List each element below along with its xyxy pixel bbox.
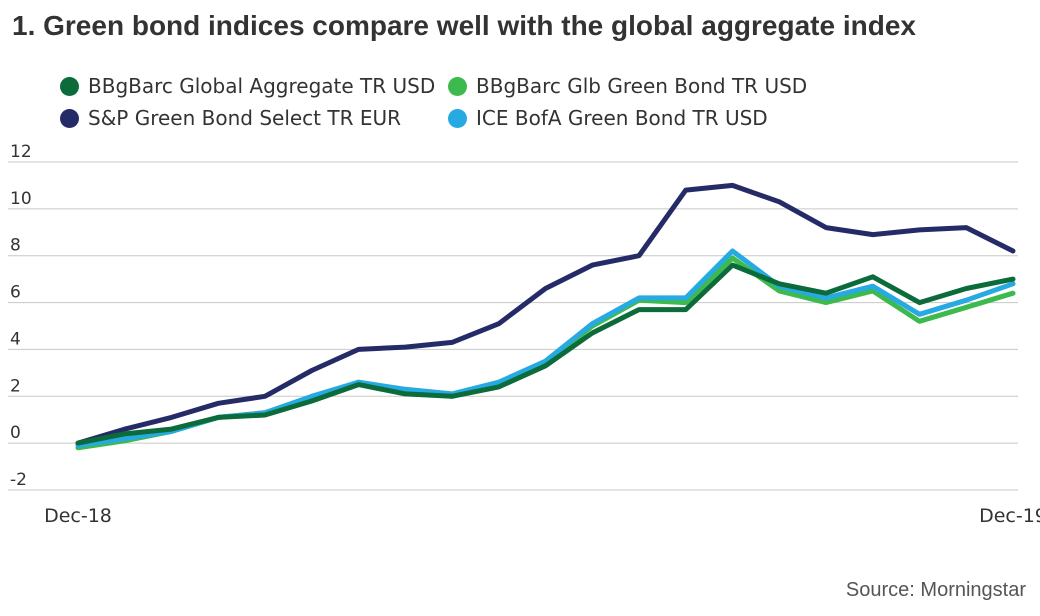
legend-item-global-aggregate: BBgBarc Global Aggregate TR USD: [60, 74, 448, 98]
x-tick-label: Dec-19: [979, 505, 1040, 527]
x-axis-ticks: Dec-18 Dec-19: [44, 505, 1040, 527]
y-tick-label: 4: [10, 329, 21, 349]
chart-title: 1. Green bond indices compare well with …: [12, 10, 916, 41]
source-note: Source: Morningstar: [845, 579, 1026, 601]
legend-swatch-global-aggregate: [60, 76, 79, 96]
chart-legend: BBgBarc Global Aggregate TR USD BBgBarc …: [60, 74, 820, 130]
series-line: [75, 262, 1016, 446]
y-tick-label: 12: [10, 142, 32, 162]
legend-label-global-aggregate: BBgBarc Global Aggregate TR USD: [88, 74, 436, 98]
legend-swatch-sp-green-bond-select: [60, 108, 79, 128]
y-tick-label: -2: [10, 470, 27, 490]
y-tick-label: 6: [10, 283, 21, 303]
legend-swatch-glb-green-bond: [448, 76, 467, 96]
legend-label-glb-green-bond: BBgBarc Glb Green Bond TR USD: [476, 74, 808, 98]
series-line: [75, 182, 1016, 446]
legend-swatch-ice-bofa-green-bond: [448, 108, 467, 128]
x-tick-label: Dec-18: [44, 505, 112, 527]
gridlines: [8, 161, 1018, 491]
y-tick-label: 10: [10, 189, 32, 209]
y-tick-label: 2: [10, 376, 21, 396]
y-tick-label: 8: [10, 236, 21, 256]
legend-label-ice-bofa-green-bond: ICE BofA Green Bond TR USD: [476, 106, 768, 130]
legend-item-ice-bofa-green-bond: ICE BofA Green Bond TR USD: [448, 106, 808, 130]
y-tick-label: 0: [10, 423, 21, 443]
legend-label-sp-green-bond-select: S&P Green Bond Select TR EUR: [88, 106, 402, 130]
series-lines: [75, 182, 1016, 451]
y-axis-ticks: 12 10 8 6 4 2 0 -2: [10, 142, 32, 490]
legend-item-glb-green-bond: BBgBarc Glb Green Bond TR USD: [448, 74, 808, 98]
legend-item-sp-green-bond-select: S&P Green Bond Select TR EUR: [60, 106, 448, 130]
